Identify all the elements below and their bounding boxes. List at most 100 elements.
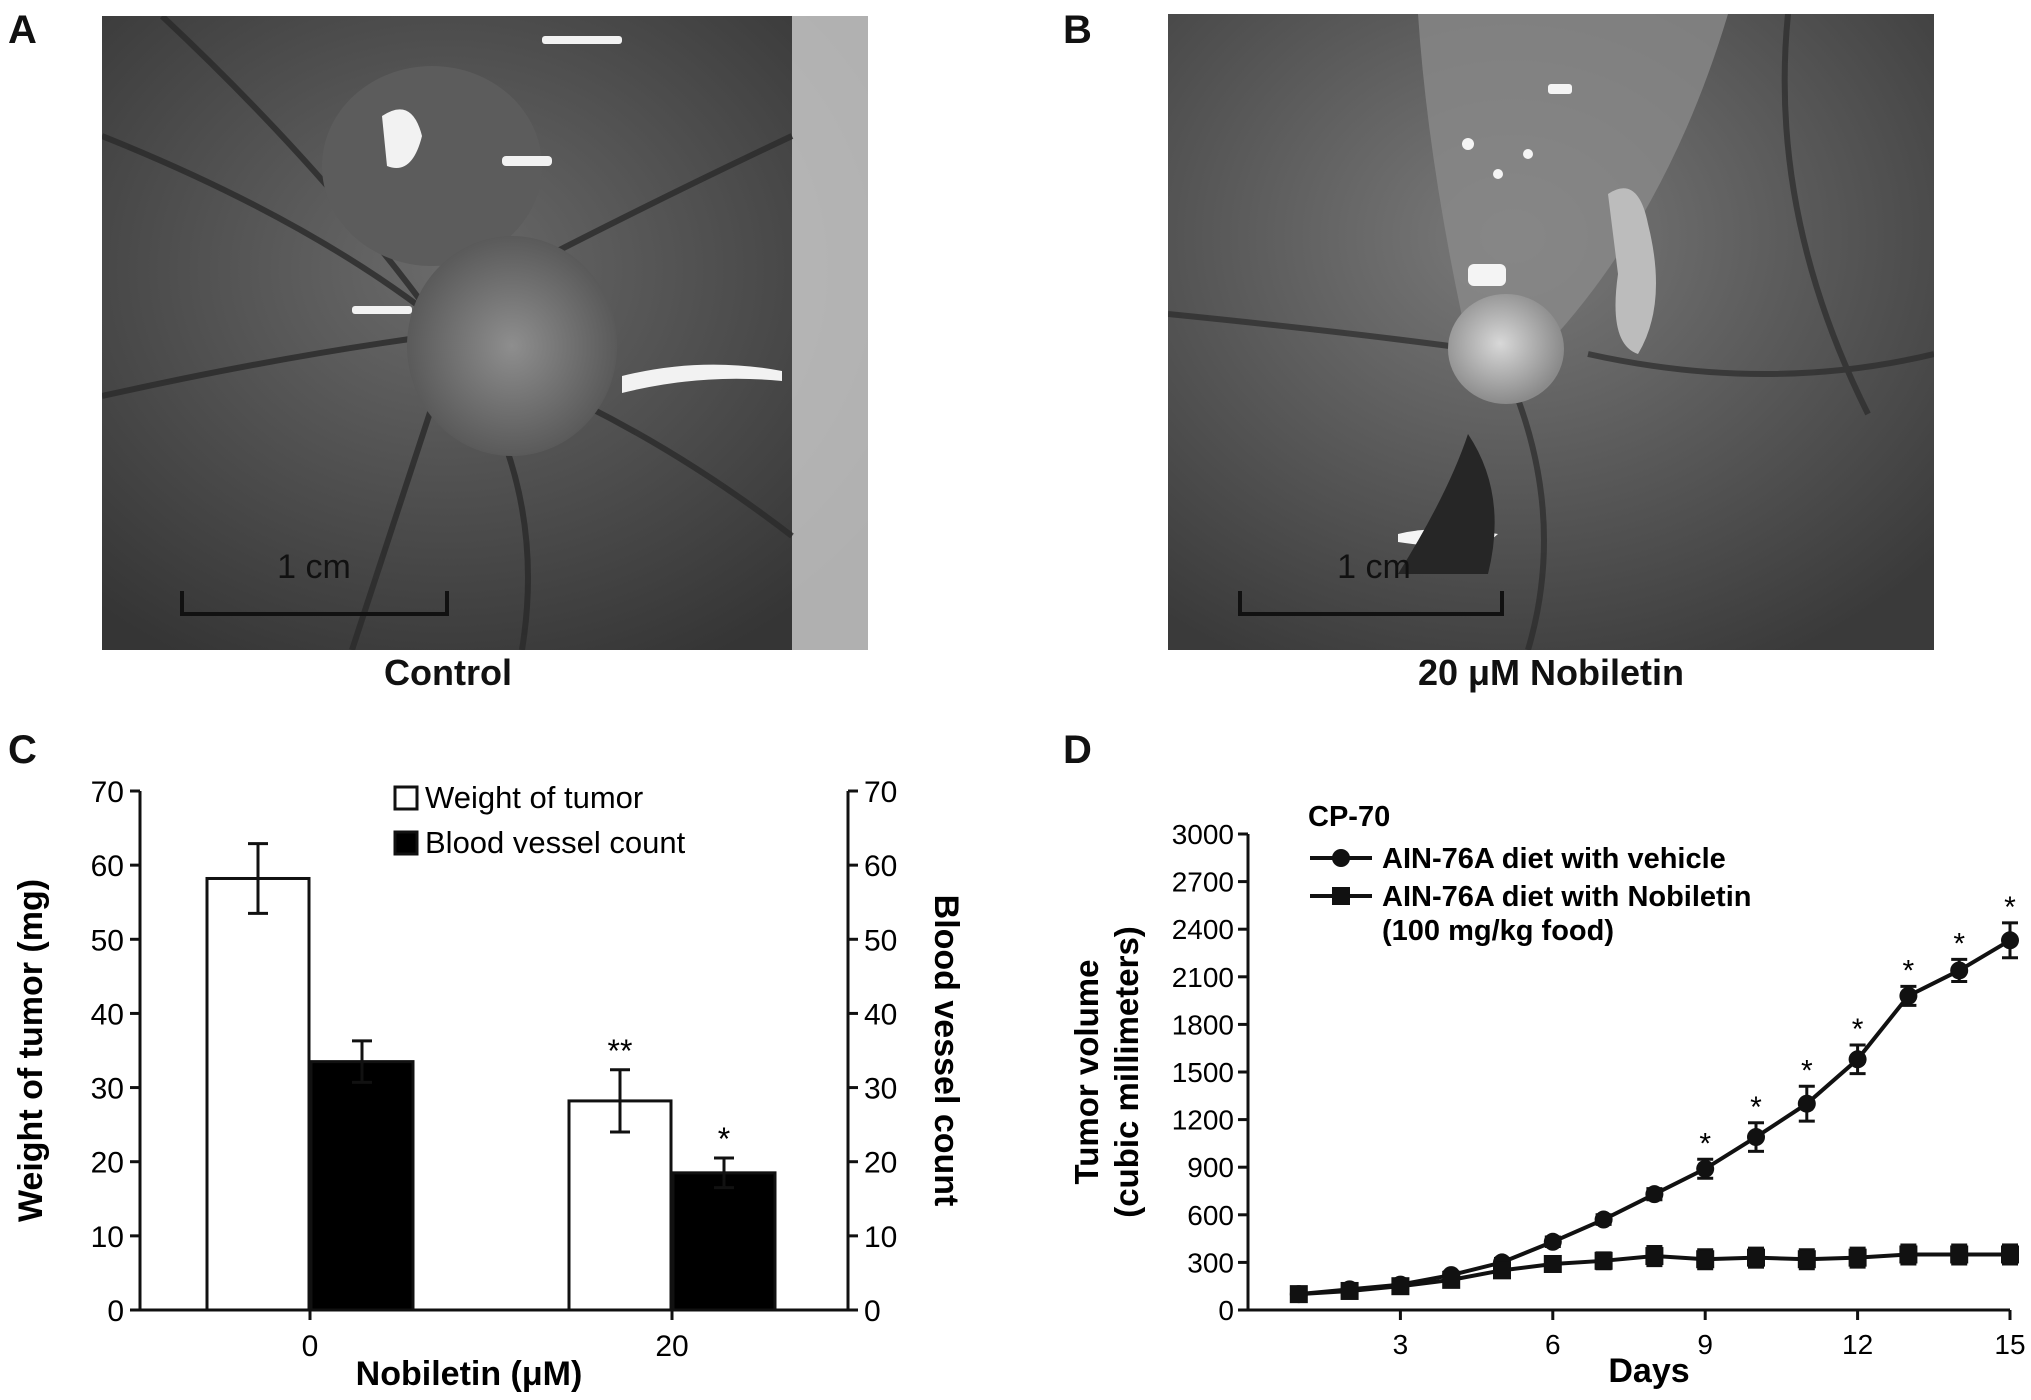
y-axis-label-right: Blood vessel count	[927, 895, 965, 1207]
y-tick-label-right: 0	[864, 1295, 881, 1328]
data-point-vehicle	[1747, 1128, 1765, 1147]
y-tick-label-left: 30	[91, 1073, 124, 1106]
panel-letter-c: C	[8, 728, 37, 772]
data-point-nobiletin	[1797, 1250, 1816, 1269]
legend-label: AIN-76A diet with Nobiletin (100 mg/kg fo…	[1382, 881, 1751, 947]
y-tick-label-right: 50	[864, 924, 897, 957]
x-tick-label: 0	[302, 1330, 319, 1363]
y-tick-label: 0	[1218, 1295, 1234, 1326]
y-tick-label: 900	[1187, 1152, 1234, 1183]
significance-marker: *	[1903, 954, 1915, 987]
photo-control	[102, 16, 868, 650]
data-point-nobiletin	[1442, 1270, 1461, 1289]
legend-swatch	[393, 830, 419, 856]
data-point-vehicle	[1950, 961, 1969, 980]
y-tick-label: 3000	[1172, 819, 1234, 850]
data-point-vehicle	[2001, 931, 2019, 950]
significance-marker: *	[2004, 891, 2016, 924]
y-tick-label-left: 0	[107, 1295, 124, 1328]
y-tick-label-left: 50	[91, 924, 124, 957]
y-tick-label-right: 40	[864, 998, 897, 1031]
x-tick-label: 9	[1697, 1329, 1713, 1360]
legend-label: Weight of tumor	[425, 780, 643, 815]
data-point-vehicle	[1696, 1159, 1715, 1178]
panel-letter-a: A	[8, 8, 37, 52]
significance-marker: *	[1852, 1013, 1864, 1046]
data-point-nobiletin	[1899, 1245, 1918, 1264]
scale-bar-b	[1238, 591, 1504, 616]
y-tick-label: 600	[1187, 1200, 1234, 1231]
y-tick-label: 2400	[1172, 914, 1234, 945]
bar-tumor-weight	[205, 876, 311, 1312]
y-tick-label: 2100	[1172, 962, 1234, 993]
data-point-nobiletin	[1747, 1248, 1765, 1267]
data-point-vehicle	[1899, 986, 1918, 1005]
annotation-cell-line: CP-70	[1308, 801, 1390, 833]
y-tick-label-right: 30	[864, 1073, 897, 1106]
data-point-nobiletin	[1848, 1248, 1867, 1267]
x-tick-label: 12	[1842, 1329, 1873, 1360]
scale-label-b: 1 cm	[1337, 548, 1411, 586]
bar-vessel-count	[309, 1060, 415, 1312]
significance-marker: *	[1699, 1127, 1711, 1160]
caption-nobiletin: 20 μM Nobiletin	[1417, 652, 1685, 693]
x-tick-label: 20	[655, 1330, 688, 1363]
y-tick-label: 1200	[1172, 1105, 1234, 1136]
data-point-vehicle	[1594, 1210, 1613, 1229]
data-point-nobiletin	[1645, 1247, 1664, 1266]
significance-marker: *	[718, 1121, 730, 1157]
significance-marker: **	[608, 1033, 633, 1069]
caption-control: Control	[384, 652, 512, 693]
bar-vessel-count	[671, 1171, 777, 1312]
scale-label-a: 1 cm	[277, 548, 351, 586]
y-tick-label: 1800	[1172, 1009, 1234, 1040]
scale-bar-a	[180, 591, 449, 616]
x-tick-label: 15	[1994, 1329, 2025, 1360]
data-point-nobiletin	[1493, 1261, 1511, 1280]
data-point-nobiletin	[2001, 1245, 2019, 1264]
panel-letter-d: D	[1063, 728, 1092, 772]
data-point-vehicle	[1797, 1094, 1816, 1113]
legend-label: Blood vessel count	[425, 825, 686, 860]
data-point-nobiletin	[1391, 1277, 1410, 1296]
data-point-vehicle	[1543, 1232, 1562, 1251]
y-tick-label: 2700	[1172, 867, 1234, 898]
data-point-nobiletin	[1950, 1245, 1969, 1264]
data-point-nobiletin	[1696, 1250, 1715, 1269]
y-tick-label-right: 10	[864, 1221, 897, 1254]
y-axis-label-left: Weight of tumor (mg)	[12, 879, 50, 1222]
y-tick-label-left: 40	[91, 998, 124, 1031]
x-axis-label: Days	[1608, 1352, 1689, 1390]
data-point-nobiletin	[1340, 1281, 1359, 1300]
legend-marker	[1332, 849, 1350, 867]
data-point-vehicle	[1848, 1050, 1867, 1069]
data-point-nobiletin	[1543, 1254, 1562, 1273]
legend-label: AIN-76A diet with vehicle	[1382, 843, 1726, 875]
legend-marker	[1332, 887, 1350, 905]
significance-marker: *	[1750, 1091, 1762, 1124]
data-point-nobiletin	[1594, 1251, 1613, 1270]
photo-nobiletin	[1168, 14, 1934, 650]
x-tick-label: 6	[1545, 1329, 1561, 1360]
y-tick-label-right: 60	[864, 850, 897, 883]
x-axis-label: Nobiletin (μM)	[356, 1355, 583, 1393]
y-tick-label: 300	[1187, 1247, 1234, 1278]
y-tick-label: 1500	[1172, 1057, 1234, 1088]
y-tick-label-left: 70	[91, 776, 124, 809]
y-tick-label-right: 70	[864, 776, 897, 809]
y-tick-label-left: 60	[91, 850, 124, 883]
significance-marker: *	[1801, 1054, 1813, 1087]
y-axis-label-text: Tumor volume(cubic millimeters)	[1068, 926, 1145, 1218]
y-axis-label: Tumor volume(cubic millimeters)	[1068, 926, 1145, 1218]
y-tick-label-right: 20	[864, 1147, 897, 1180]
data-point-nobiletin	[1289, 1285, 1308, 1304]
significance-marker: *	[1953, 927, 1965, 960]
y-tick-label-left: 10	[91, 1221, 124, 1254]
legend-swatch	[393, 785, 419, 811]
y-tick-label-left: 20	[91, 1147, 124, 1180]
x-tick-label: 3	[1393, 1329, 1409, 1360]
panel-letter-b: B	[1063, 8, 1092, 52]
data-point-vehicle	[1645, 1185, 1664, 1204]
